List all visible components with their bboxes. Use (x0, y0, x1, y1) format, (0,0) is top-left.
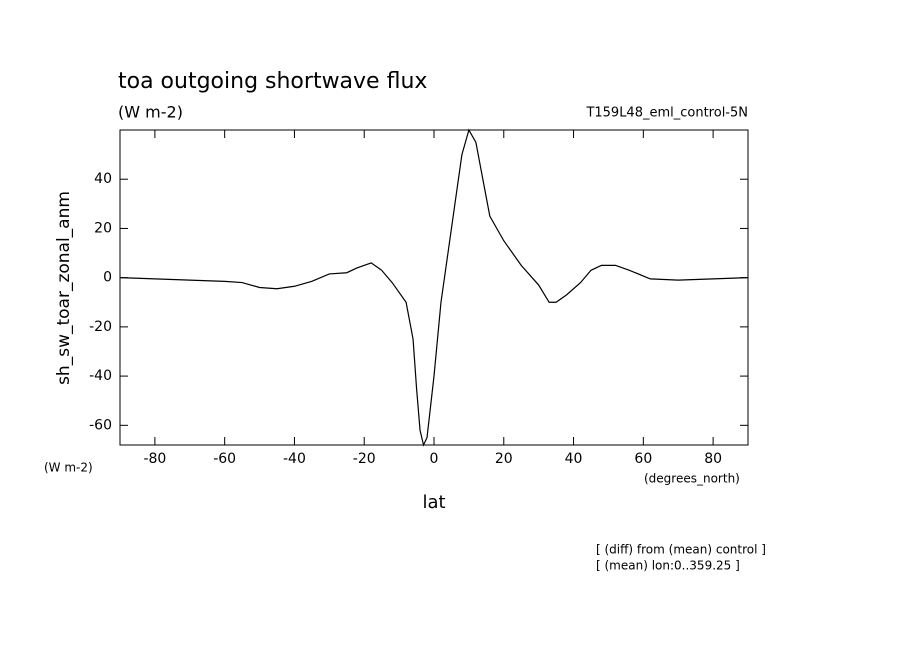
x-axis-label: lat (422, 492, 445, 513)
subtitle: (W m-2) (118, 103, 183, 122)
x-tick-label: 40 (565, 451, 583, 467)
y-tick-label: 40 (94, 171, 112, 187)
x-tick-label: 0 (430, 451, 439, 467)
dataset: T159L48_eml_control-5N (585, 106, 748, 121)
note: [ (mean) lon:0..359.25 ] (596, 559, 740, 573)
y-tick-label: 0 (103, 270, 112, 286)
y-units: (W m-2) (44, 461, 93, 475)
x-tick-label: 20 (495, 451, 513, 467)
y-tick-label: 20 (94, 220, 112, 236)
chart-title: toa outgoing shortwave flux (118, 69, 427, 94)
y-tick-label: -40 (89, 368, 112, 384)
x-tick-label: -20 (353, 451, 376, 467)
x-tick-label: -80 (143, 451, 166, 467)
x-tick-label: 60 (634, 451, 652, 467)
x-tick-label: -60 (213, 451, 236, 467)
x-units: (degrees_north) (644, 472, 740, 486)
plot-frame (119, 129, 749, 446)
data-line (119, 128, 749, 447)
y-tick-label: -60 (89, 417, 112, 433)
y-axis-label: sh_sw_toar_zonal_anm (54, 191, 74, 385)
note: [ (diff) from (mean) control ] (596, 543, 766, 557)
y-tick-label: -20 (89, 319, 112, 335)
x-tick-label: -40 (283, 451, 306, 467)
x-tick-label: 80 (704, 451, 722, 467)
